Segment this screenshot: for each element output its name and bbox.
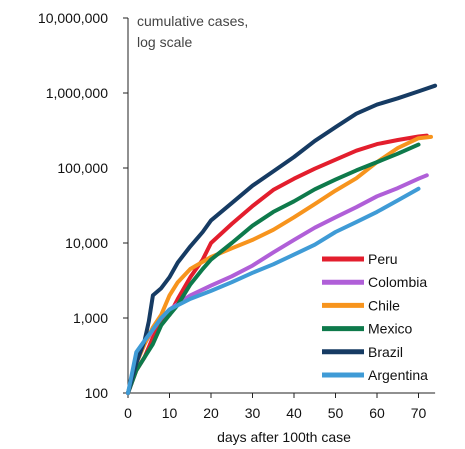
y-axis: 100 1,000 10,000 100,000 1,000,000 10,000,000 xyxy=(38,10,129,401)
x-tick-label: 60 xyxy=(369,405,385,421)
annotation-line-2: log scale xyxy=(137,34,192,50)
y-tick-label: 10,000,000 xyxy=(38,10,108,26)
y-tick-label: 10,000 xyxy=(65,235,108,251)
legend-label-argentina: Argentina xyxy=(368,367,428,383)
x-tick-label: 10 xyxy=(162,405,178,421)
x-tick-label: 0 xyxy=(124,405,132,421)
legend-label-colombia: Colombia xyxy=(368,274,427,290)
series-line-brazil xyxy=(126,83,438,395)
x-tick-label: 20 xyxy=(203,405,219,421)
legend-label-mexico: Mexico xyxy=(368,321,413,337)
series-line-argentina xyxy=(126,186,421,395)
y-tick-label: 1,000,000 xyxy=(46,85,108,101)
legend-label-brazil: Brazil xyxy=(368,344,403,360)
x-axis-title: days after 100th case xyxy=(217,429,351,445)
chart-annotation: cumulative cases, log scale xyxy=(137,13,248,50)
y-tick-label: 100 xyxy=(85,385,109,401)
x-axis: 0 10 20 30 40 50 60 70 xyxy=(124,392,436,421)
x-tick-label: 50 xyxy=(328,405,344,421)
y-tick-label: 1,000 xyxy=(73,310,108,326)
series-lines xyxy=(126,83,438,395)
legend-label-peru: Peru xyxy=(368,251,398,267)
series-line-mexico xyxy=(126,142,421,395)
annotation-line-1: cumulative cases, xyxy=(137,13,248,29)
legend: Peru Colombia Chile Mexico Brazil Argentina xyxy=(322,251,428,383)
x-tick-label: 40 xyxy=(286,405,302,421)
legend-label-chile: Chile xyxy=(368,297,400,313)
series-line-peru xyxy=(126,133,429,395)
x-tick-label: 70 xyxy=(411,405,427,421)
x-tick-label: 30 xyxy=(245,405,261,421)
y-tick-label: 100,000 xyxy=(57,160,108,176)
